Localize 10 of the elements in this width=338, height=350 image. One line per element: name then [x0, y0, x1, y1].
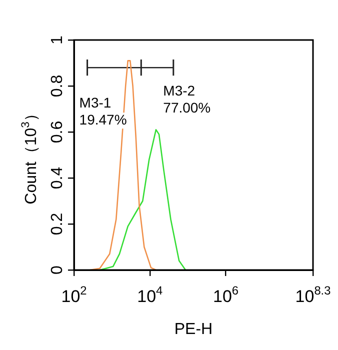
annotation: M3-1 19.47%	[79, 94, 127, 128]
y-tick-label: 0.4	[49, 166, 66, 190]
y-tick-label: 0.8	[49, 74, 66, 98]
y-tick-label: 0	[49, 265, 66, 274]
annotation: M3-2 77.00%	[163, 82, 211, 116]
y-tick-label: 0.6	[49, 120, 66, 144]
y-tick-label: 0.2	[49, 212, 66, 236]
y-axis-title: Count（103）	[20, 106, 40, 204]
y-tick-label: 1	[49, 35, 66, 44]
x-axis-title: PE-H	[174, 321, 213, 338]
